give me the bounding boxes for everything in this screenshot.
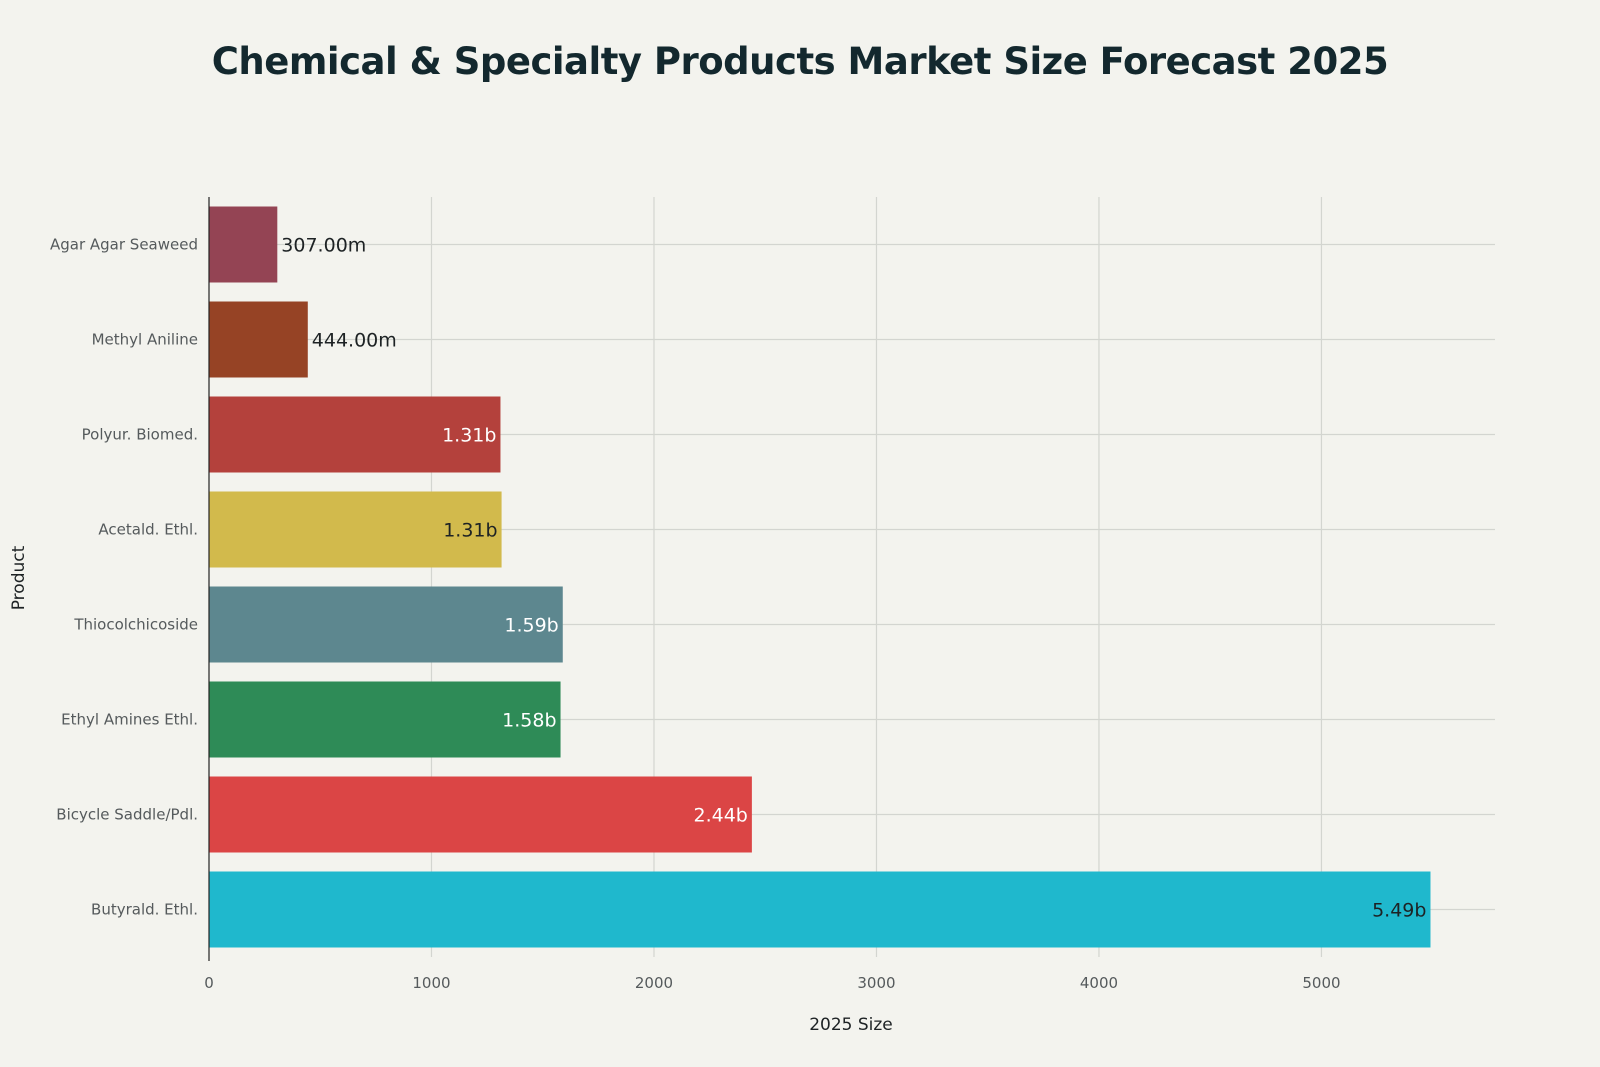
x-tick-label: 2000: [635, 974, 673, 992]
data-label: 1.58b: [502, 710, 556, 732]
data-label: 2.44b: [694, 805, 748, 827]
bar[interactable]: [209, 681, 561, 758]
x-tick-label: 0: [204, 974, 214, 992]
x-tick-label: 4000: [1080, 974, 1118, 992]
data-label: 444.00m: [312, 330, 397, 352]
y-tick-label: Methyl Aniline: [92, 331, 198, 349]
data-label: 1.31b: [443, 520, 497, 542]
bar[interactable]: [209, 491, 502, 568]
x-tick-labels: 0 1000 2000 3000 4000 5000: [204, 974, 1340, 992]
bar[interactable]: [209, 871, 1431, 948]
y-tick-label: Butyrald. Ethl.: [91, 901, 198, 919]
data-label: 307.00m: [281, 235, 366, 257]
y-tick-label: Ethyl Amines Ethl.: [61, 711, 198, 729]
bar[interactable]: [209, 301, 308, 378]
x-axis-title: 2025 Size: [809, 1015, 893, 1035]
data-labels: 307.00m 444.00m 1.31b 1.31b 1.59b 1.58b 2.44b 5…: [281, 235, 1426, 922]
y-axis-title: Product: [9, 545, 29, 610]
bar[interactable]: [209, 396, 501, 473]
x-tick-label: 5000: [1302, 974, 1340, 992]
data-label: 1.31b: [442, 425, 496, 447]
y-tick-label: Bicycle Saddle/Pdl.: [56, 806, 198, 824]
y-tick-labels: Agar Agar Seaweed Methyl Aniline Polyur. B…: [50, 236, 198, 919]
x-tick-label: 3000: [857, 974, 895, 992]
x-tick-label: 1000: [412, 974, 450, 992]
bar[interactable]: [209, 586, 563, 663]
y-tick-label: Polyur. Biomed.: [82, 426, 198, 444]
bar[interactable]: [209, 776, 752, 853]
data-label: 5.49b: [1372, 900, 1426, 922]
chart-title: Chemical & Specialty Products Market Siz…: [211, 40, 1389, 83]
bar[interactable]: [209, 206, 278, 283]
data-label: 1.59b: [504, 615, 558, 637]
bars: [209, 206, 1431, 948]
y-tick-label: Agar Agar Seaweed: [50, 236, 198, 254]
y-tick-label: Acetald. Ethl.: [98, 521, 198, 539]
y-tick-label: Thiocolchicoside: [73, 616, 198, 634]
